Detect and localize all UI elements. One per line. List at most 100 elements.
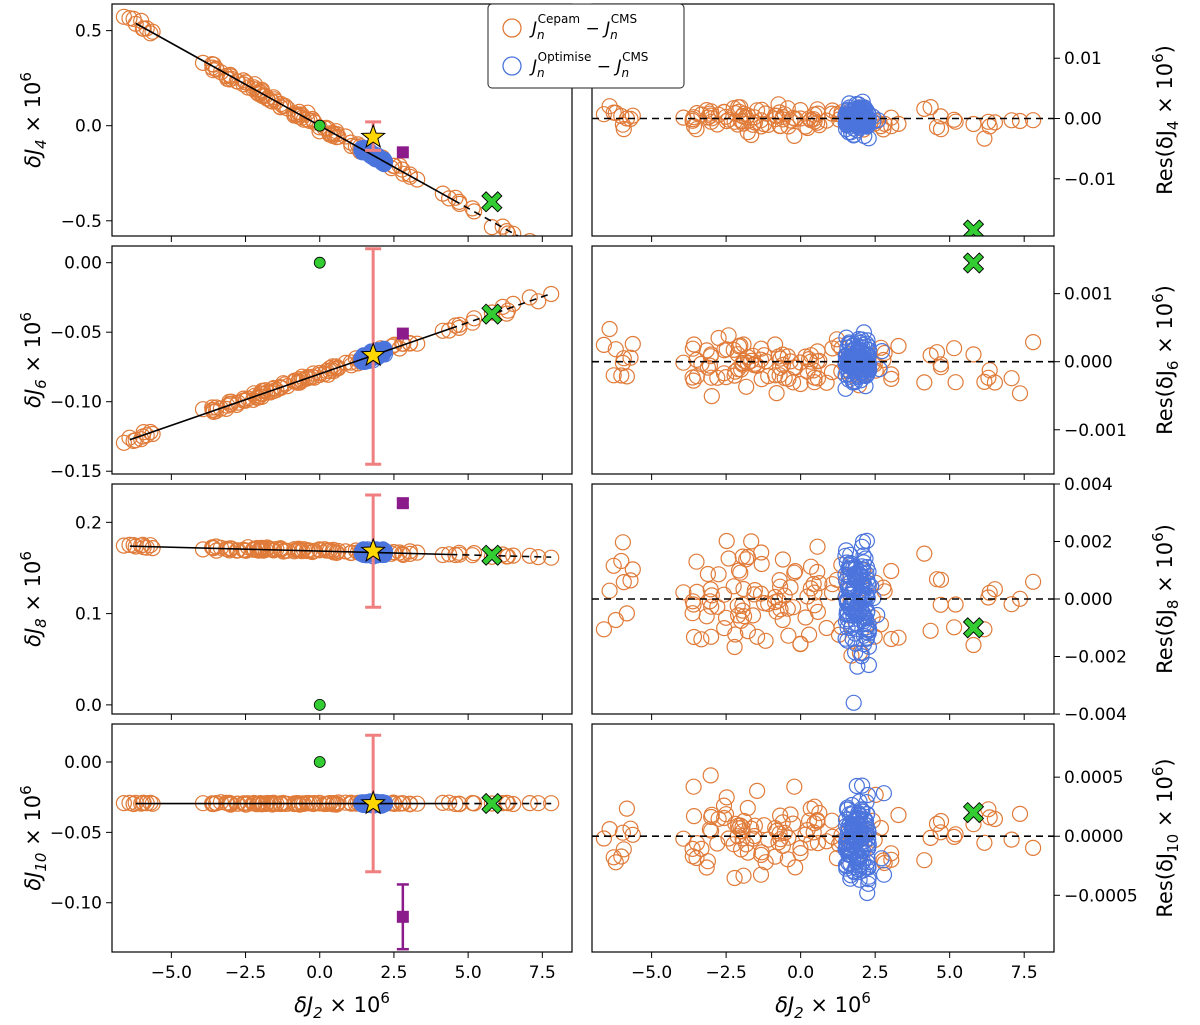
panel-frame [591,3,1055,237]
cepam-residual-point [734,355,751,372]
y-tick-label: 0.0000 [1064,827,1123,847]
cepam-point [239,539,257,556]
cepam-residual-point [883,366,900,383]
cepam-residual-point [710,329,727,347]
cepam-residual-point [883,118,900,135]
cross-marker [962,801,985,824]
optimise-residual-point [847,103,864,121]
cepam-point [325,360,342,377]
y-axis-label-part: δJ [21,872,45,891]
cepam-residual-point [945,111,963,128]
x-tick-label: 7.5 [1011,963,1038,983]
cepam-residual-point [965,115,982,133]
cepam-residual-point [932,824,949,841]
optimise-residual-point [838,602,856,620]
legend-marker-optimise [502,56,522,76]
optimise-residual-point [840,846,858,863]
panel-plot-area [115,493,560,711]
square-marker [396,146,409,159]
cepam-residual-point [797,826,814,843]
cepam-point [222,396,239,413]
cepam-residual-point [809,563,826,581]
y-tick-label: 0.004 [1064,475,1113,495]
cepam-residual-point [735,867,752,884]
y-axis-label-part: ) [1153,285,1177,293]
x-tick-label: −2.5 [225,963,266,983]
cepam-residual-point [720,327,737,344]
optimise-residual-point [875,866,893,883]
cepam-point [543,549,560,566]
y-axis-label: δJ8 × 106 [17,551,50,647]
cepam-residual-point [684,593,701,610]
cepam-residual-point [726,367,743,384]
cepam-residual-point [701,593,719,610]
cepam-residual-point [800,351,818,368]
cepam-point [290,108,307,125]
cepam-residual-point [755,115,773,133]
optimise-residual-point [852,831,870,848]
x-tick-label: −2.5 [705,963,746,983]
cepam-point [451,544,468,561]
cepam-residual-point [743,533,760,550]
cepam-residual-point [806,113,823,130]
y-axis-label-part: Res(δJ [1153,853,1177,918]
cepam-residual-point [976,834,993,851]
y-axis-label-part: × 10 [21,561,45,619]
y-axis-label-part: ) [1153,45,1177,53]
x-tick-label: 2.5 [380,963,407,983]
panel-plot-area [592,532,1054,711]
cepam-point [127,432,144,449]
panel-plot-area [115,733,560,951]
cepam-residual-point [787,562,804,580]
cepam-residual-point [1024,334,1042,351]
x-tick-label: −5.0 [631,963,672,983]
optimise-residual-point [837,542,855,559]
cepam-residual-point [702,822,720,839]
cepam-residual-point [947,113,964,130]
y-tick-label: 0.1 [75,605,102,625]
cepam-residual-point [776,370,793,387]
cepam-residual-point [786,359,803,376]
y-axis-label-part: 6 [1149,53,1167,63]
cepam-residual-point [615,841,632,858]
cepam-residual-point [739,354,757,371]
cepam-residual-point [675,830,692,847]
optimise-residual-point [842,568,859,586]
x-axis-label-part: 6 [861,989,871,1007]
y-axis-label-part: × 10 [21,82,45,140]
cepam-residual-point [699,565,717,583]
cepam-residual-point [688,583,706,601]
cepam-residual-point [809,538,826,555]
panel-left-1: 0.5 0.0 −0.5 δJ4 × 106 [17,3,573,242]
optimise-residual-point [840,560,857,577]
y-axis-label-part: ) [1153,758,1177,766]
cepam-residual-point [1011,385,1029,402]
cepam-residual-point [805,575,822,593]
optimise-residual-point [858,558,876,576]
cepam-residual-point [613,367,630,384]
cepam-residual-point [774,356,792,373]
y-tick-label: 0.000 [1064,590,1113,610]
y-tick-label: −0.10 [50,393,102,413]
y-axis-label-part: × 10 [1153,303,1177,361]
optimise-residual-point [839,611,857,628]
cepam-residual-point [732,612,750,629]
cepam-residual-point [675,354,692,371]
panel-right-4: 0.0005 0.0000 −0.0005 −5.0 −2.5 0.0 2.5 5.0 7.5 R… [591,723,1182,983]
cepam-residual-point [688,553,705,570]
cepam-residual-point [806,815,823,832]
cepam-residual-point [703,113,720,130]
cepam-residual-point [792,375,809,393]
optimise-residual-point [837,547,854,564]
y-tick-label: −0.10 [50,894,102,914]
cepam-residual-point [928,815,946,833]
cepam-residual-point [776,824,793,842]
green-dot-marker [313,698,326,711]
cepam-residual-point [738,378,755,395]
green-dot-marker [313,119,326,132]
cepam-point [316,365,333,382]
cepam-point [142,25,159,42]
y-axis-label: Res(δJ6 × 106) [1149,285,1182,435]
optimise-residual-point [838,817,855,835]
cepam-point [543,285,560,303]
